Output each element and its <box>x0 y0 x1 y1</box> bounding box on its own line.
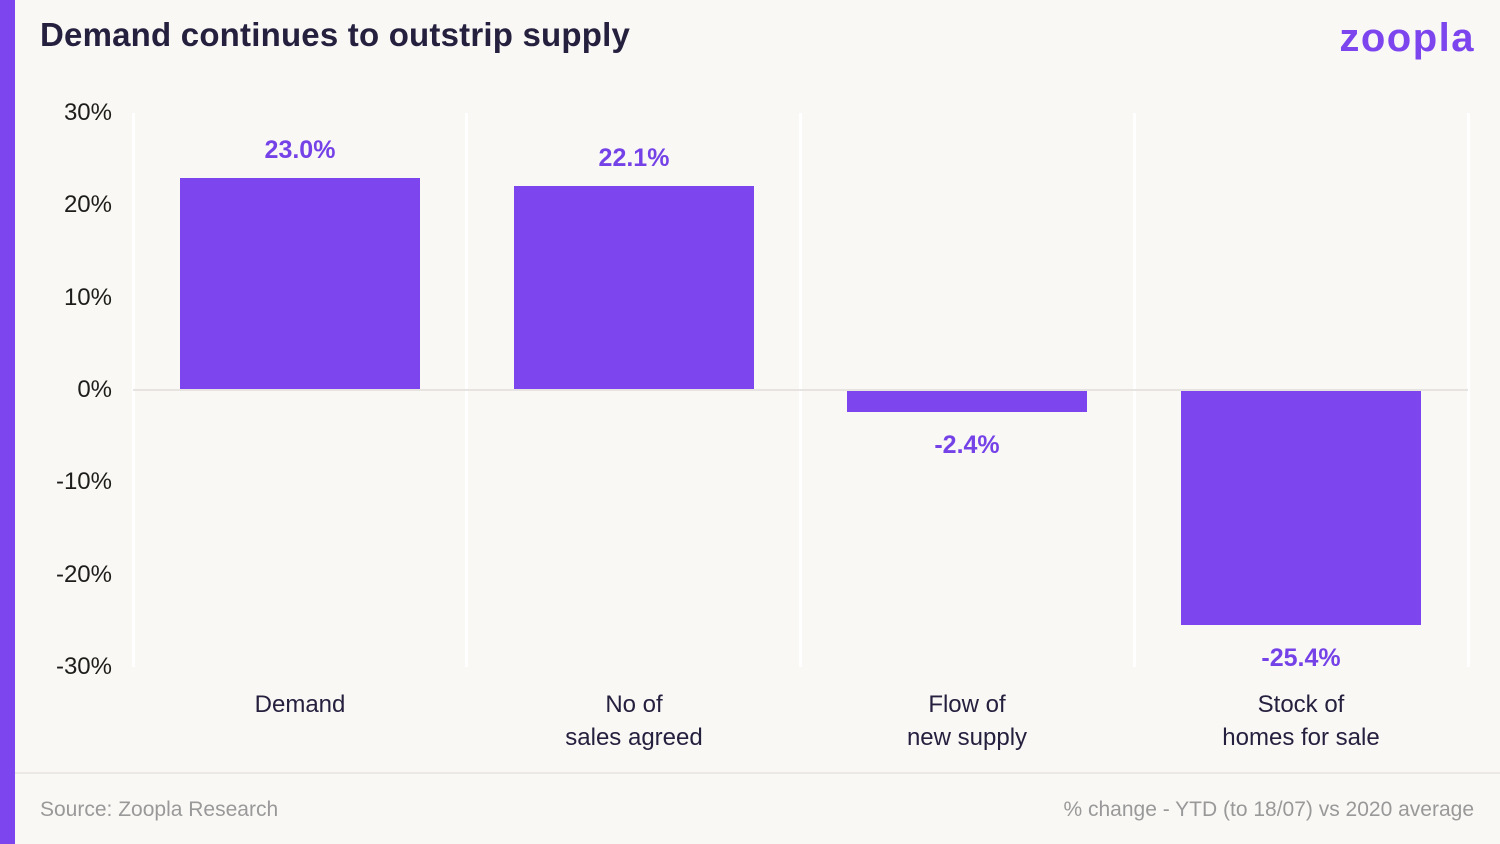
category-label-line: Stock of <box>1257 691 1345 718</box>
y-axis-tick-label: 10% <box>63 283 112 311</box>
category-label-demand: Demand <box>130 688 470 721</box>
bar-value-label: -25.4% <box>1261 644 1341 672</box>
bar-chart: 30% 20% 10% 0% -10% -20% -30% 23.0% Demand 22.1% N… <box>55 99 1471 754</box>
bar-value-label: -2.4% <box>934 431 1000 459</box>
y-axis-tick-label: -30% <box>55 653 112 680</box>
zero-baseline <box>133 389 1468 391</box>
bar-value-label: 23.0% <box>264 136 336 164</box>
bar-demand <box>180 178 420 389</box>
category-label-line: sales agreed <box>565 724 703 751</box>
bar-value-label: 22.1% <box>598 144 670 172</box>
chart-title: Demand continues to outstrip supply <box>40 16 631 53</box>
category-label-flow-of-new-supply: Flow of new supply <box>797 688 1137 754</box>
category-label-line: No of <box>605 691 663 718</box>
footer-divider <box>15 772 1500 774</box>
zoopla-logo: zoopla <box>1339 16 1475 60</box>
y-axis-tick-label: 30% <box>63 99 112 126</box>
y-axis-tick-label: -20% <box>55 560 112 588</box>
bar-no-of-sales-agreed <box>514 186 754 389</box>
category-label-no-of-sales-agreed: No of sales agreed <box>464 688 804 754</box>
bar-stock-of-homes-for-sale <box>1181 391 1421 625</box>
y-axis-tick-label: -10% <box>55 468 112 496</box>
y-axis-tick-label: 20% <box>63 191 112 219</box>
measure-note: % change - YTD (to 18/07) vs 2020 averag… <box>1063 798 1474 821</box>
bar-flow-of-new-supply <box>847 391 1087 412</box>
vertical-gridline <box>1466 113 1470 667</box>
category-label-line: Flow of <box>928 691 1006 718</box>
category-label-stock-of-homes-for-sale: Stock of homes for sale <box>1131 688 1471 754</box>
source-note: Source: Zoopla Research <box>40 798 279 821</box>
category-label-line: new supply <box>906 724 1028 751</box>
y-axis-tick-label: 0% <box>77 376 112 403</box>
accent-stripe <box>0 0 15 844</box>
category-label-line: homes for sale <box>1222 724 1380 751</box>
category-label-line: Demand <box>254 691 346 718</box>
